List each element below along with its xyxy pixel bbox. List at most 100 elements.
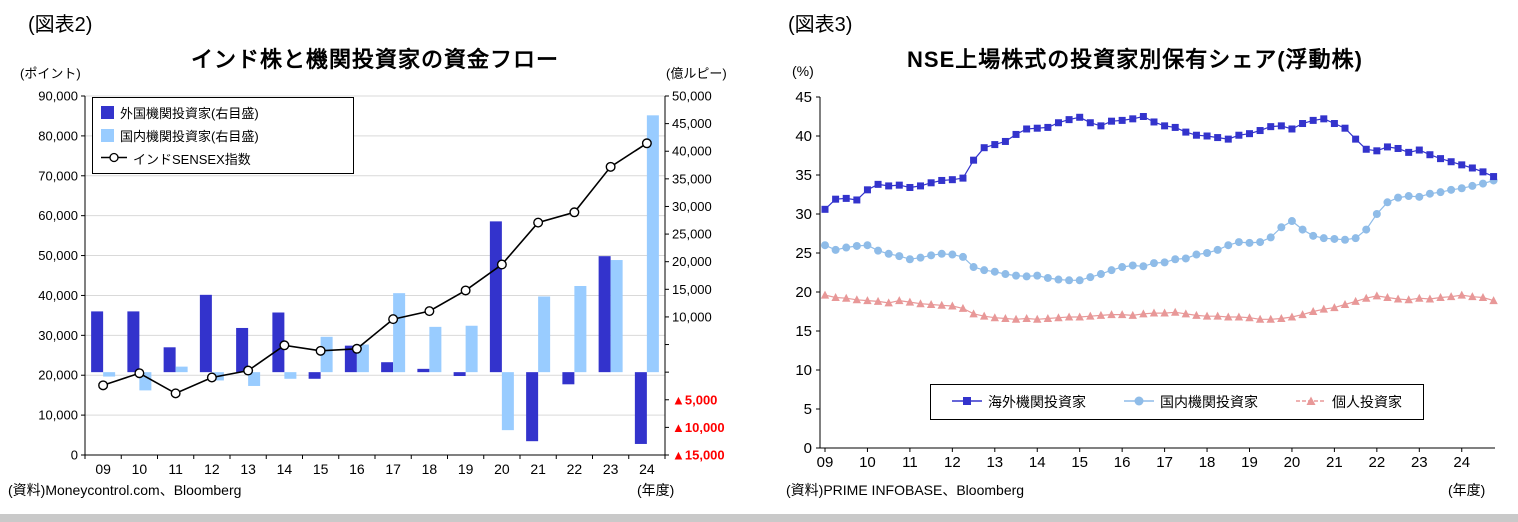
- fig3-x-tick-label: 24: [1453, 454, 1470, 471]
- sensex-line-icon: [101, 151, 127, 167]
- sensex-marker: [605, 161, 616, 172]
- fig3-marker-circle: [1298, 225, 1307, 234]
- fig3-marker-square: [970, 156, 978, 164]
- fig3-marker-triangle: [852, 295, 862, 304]
- fig3-marker-square: [1012, 130, 1020, 138]
- fig3-marker-square: [1224, 135, 1232, 143]
- fig3-marker-square: [1044, 123, 1052, 131]
- fig3-marker-square: [1023, 125, 1031, 133]
- fig2-bar-foreign: [598, 256, 611, 373]
- fig2-bar-foreign: [489, 221, 502, 373]
- fig2-x-tick-label: 19: [458, 461, 474, 477]
- fig3-marker-triangle: [1096, 310, 1106, 319]
- fig2-x-axis-unit: (年度): [637, 482, 675, 498]
- fig3-marker-circle: [1054, 275, 1063, 284]
- fig2-bar-domestic: [429, 326, 442, 373]
- fig3-marker-circle: [1394, 193, 1403, 202]
- fig3-marker-circle: [1245, 238, 1254, 247]
- fig2-right-axis-tick-label: 45,000: [672, 116, 712, 131]
- fig2-x-tick-label: 18: [422, 461, 438, 477]
- fig3-legend-individual-label: 個人投資家: [1332, 394, 1402, 410]
- fig2-bar-domestic: [320, 336, 333, 373]
- fig3-marker-circle: [1330, 234, 1339, 243]
- fig3-marker-square: [1097, 122, 1105, 130]
- fig3-marker-triangle: [1139, 309, 1148, 318]
- fig3-marker-triangle: [1330, 303, 1339, 312]
- fig2-bar-domestic: [646, 115, 659, 373]
- fig3-marker-circle: [1086, 273, 1095, 282]
- sensex-marker: [424, 306, 435, 317]
- fig3-marker-circle: [1277, 223, 1286, 232]
- fig3-marker-square: [927, 179, 935, 187]
- sensex-marker: [243, 365, 254, 376]
- fig3-marker-square: [938, 176, 946, 184]
- fig2-bar-foreign: [562, 372, 575, 385]
- fig3-marker-circle: [1351, 234, 1360, 243]
- fig3-marker-square: [1277, 122, 1285, 130]
- fig3-marker-triangle: [1160, 308, 1169, 317]
- fig3-marker-triangle: [926, 299, 936, 308]
- horizontal-scrollbar[interactable]: [0, 514, 1518, 522]
- fig3-marker-square: [1129, 115, 1137, 123]
- fig3-marker-triangle: [1308, 307, 1318, 315]
- fig3-marker-circle: [1457, 184, 1466, 193]
- fig3-marker-circle: [1224, 241, 1233, 250]
- fig2-right-axis-tick-label: 35,000: [672, 171, 712, 186]
- fig3-marker-circle: [1404, 192, 1413, 201]
- fig3-marker-triangle: [937, 300, 946, 309]
- fig3-marker-circle: [1022, 272, 1031, 281]
- fig2-bar-domestic: [393, 293, 406, 373]
- fig3-marker-triangle: [863, 296, 872, 305]
- fig3-legend-item-individual: 個人投資家: [1296, 392, 1402, 412]
- sensex-marker: [388, 314, 399, 325]
- fig2-right-axis-tick-label: 50,000: [672, 89, 712, 104]
- fig2-x-tick-label: 23: [603, 461, 619, 477]
- fig3-marker-triangle: [958, 303, 968, 312]
- fig3-marker-triangle: [1043, 314, 1053, 323]
- fig3-marker-square: [1468, 164, 1476, 172]
- fig2-bar-domestic: [103, 372, 116, 377]
- fig3-marker-circle: [1425, 189, 1434, 198]
- fig3-marker-triangle: [1075, 312, 1084, 321]
- fig2-bar-foreign: [127, 311, 140, 373]
- fig2-bar-foreign: [91, 311, 104, 373]
- fig3-y-tick-label: 30: [795, 206, 812, 223]
- triangle-marker-icon: [1296, 394, 1326, 410]
- fig3-marker-circle: [1118, 263, 1127, 272]
- fig3-marker-square: [853, 196, 861, 204]
- fig3-marker-triangle: [1489, 296, 1498, 305]
- fig3-marker-square: [1320, 115, 1328, 123]
- fig2-bar-foreign: [199, 294, 212, 373]
- fig3-marker-circle: [1362, 225, 1371, 234]
- fig3-marker-triangle: [842, 293, 851, 302]
- fig3-series-line: [824, 294, 1494, 320]
- sensex-marker: [98, 380, 109, 391]
- fig3-marker-triangle: [884, 298, 893, 307]
- fig3-marker-circle: [1468, 181, 1477, 190]
- fig3-marker-square: [991, 141, 999, 149]
- fig3-marker-triangle: [831, 292, 840, 301]
- fig3-marker-circle: [1234, 238, 1243, 247]
- fig3-marker-square: [1405, 148, 1413, 156]
- fig3-marker-circle: [1012, 271, 1021, 280]
- fig3-marker-circle: [1192, 250, 1201, 259]
- fig3-marker-triangle: [1266, 314, 1275, 323]
- fig3-marker-square: [1299, 120, 1307, 128]
- fig3-marker-triangle: [1446, 292, 1456, 301]
- fig2-right-axis-tick-label: 25,000: [672, 227, 712, 242]
- fig2-bar-foreign: [163, 347, 176, 373]
- fig3-marker-triangle: [1393, 294, 1403, 303]
- fig2-bar-domestic: [284, 372, 297, 379]
- fig3-title: NSE上場株式の投資家別保有シェア(浮動株): [907, 47, 1363, 72]
- fig2-x-tick-label: 12: [204, 461, 220, 477]
- fig2-right-axis-tick-label: ▲10,000: [672, 420, 725, 435]
- fig3-marker-square: [1458, 161, 1466, 169]
- fig2-left-axis-tick-label: 40,000: [38, 288, 78, 303]
- fig3-marker-square: [832, 195, 840, 203]
- fig3-y-axis-unit: (%): [792, 63, 814, 79]
- domestic-swatch-icon: [101, 129, 114, 142]
- fig3-marker-circle: [1436, 188, 1445, 197]
- fig3-marker-circle: [1256, 238, 1265, 247]
- fig3-marker-circle: [905, 255, 914, 264]
- square-marker-icon: [952, 394, 982, 410]
